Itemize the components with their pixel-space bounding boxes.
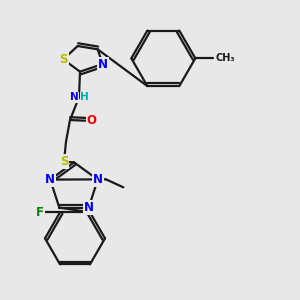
Text: N: N	[70, 92, 79, 102]
Text: N: N	[45, 173, 55, 186]
Text: F: F	[36, 206, 44, 219]
Text: N: N	[98, 58, 108, 70]
Text: CH₃: CH₃	[215, 53, 235, 63]
Text: H: H	[80, 92, 89, 102]
Text: S: S	[59, 53, 68, 66]
Text: N: N	[93, 173, 103, 186]
Text: S: S	[60, 155, 68, 168]
Text: O: O	[87, 115, 97, 128]
Text: N: N	[84, 201, 94, 214]
